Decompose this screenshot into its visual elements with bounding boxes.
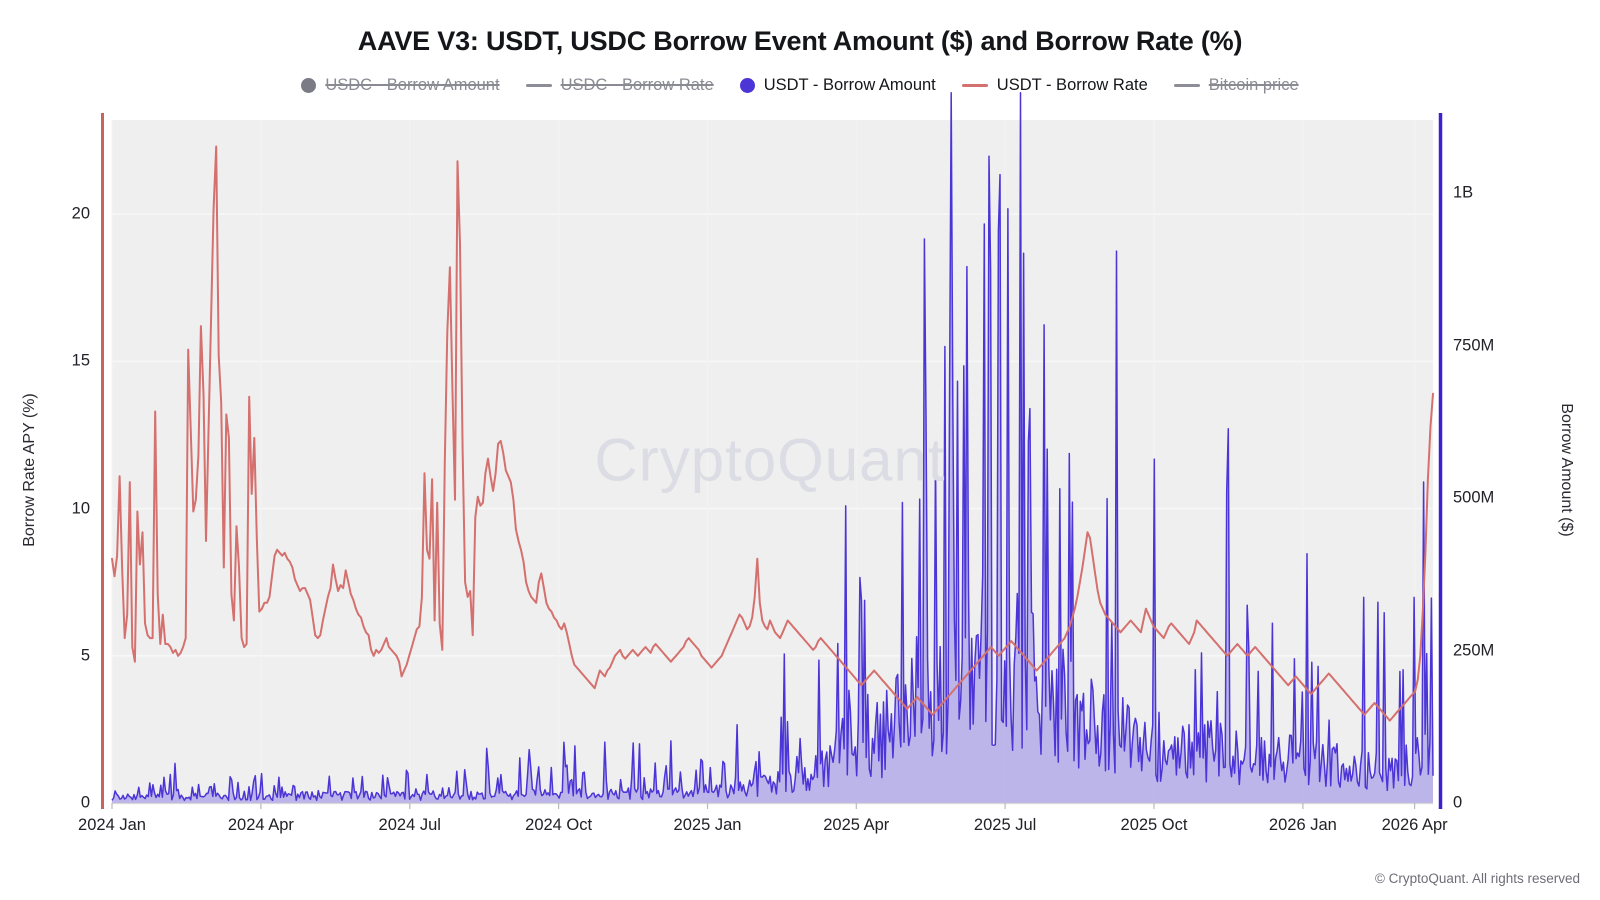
y-axis-right-tick-label: 250M bbox=[1453, 641, 1495, 660]
legend-item-label: USDT - Borrow Rate bbox=[996, 76, 1148, 94]
page-title: AAVE V3: USDT, USDC Borrow Event Amount … bbox=[357, 26, 1243, 56]
x-axis-tick-label: 2024 Jan bbox=[78, 816, 146, 834]
y-axis-left-title: Borrow Rate APY (%) bbox=[21, 393, 38, 547]
legend-line-icon bbox=[961, 84, 988, 87]
x-axis-tick-label: 2026 Apr bbox=[1381, 816, 1448, 834]
x-axis-tick-label: 2024 Oct bbox=[525, 816, 593, 834]
x-axis-tick-label: 2025 Jul bbox=[973, 816, 1037, 834]
y-axis-right-tick-label: 1B bbox=[1453, 183, 1474, 202]
y-axis-left-tick-label: 20 bbox=[71, 204, 90, 223]
y-axis-right-tick-label: 750M bbox=[1453, 336, 1495, 355]
y-axis-right-title: Borrow Amount ($) bbox=[1558, 403, 1575, 537]
copyright-footer: © CryptoQuant. All rights reserved bbox=[1374, 871, 1580, 886]
x-axis-tick-label: 2025 Apr bbox=[823, 816, 890, 834]
x-axis-tick-label: 2024 Jul bbox=[378, 816, 441, 834]
x-axis-tick-label: 2026 Jan bbox=[1268, 816, 1337, 834]
y-axis-left-tick-label: 10 bbox=[71, 499, 90, 518]
y-axis-left-tick-label: 5 bbox=[80, 646, 90, 665]
x-axis-tick-label: 2025 Jan bbox=[673, 816, 742, 834]
y-axis-right-tick-label: 500M bbox=[1453, 488, 1495, 507]
legend-item-1[interactable]: USDC - Borrow Rate bbox=[525, 76, 714, 95]
legend-line-icon bbox=[525, 84, 552, 87]
legend-item-label: USDC - Borrow Rate bbox=[560, 76, 714, 94]
chart-legend: USDC - Borrow Amount USDC - Borrow Rate US… bbox=[0, 76, 1600, 95]
legend-dot-icon bbox=[301, 78, 317, 93]
legend-item-4[interactable]: Bitcoin price bbox=[1173, 76, 1299, 95]
legend-item-2[interactable]: USDT - Borrow Amount bbox=[739, 76, 936, 95]
y-axis-right-tick-label: 0 bbox=[1453, 793, 1463, 812]
legend-item-label: USDC - Borrow Amount bbox=[325, 76, 500, 94]
legend-item-0[interactable]: USDC - Borrow Amount bbox=[301, 76, 500, 95]
legend-item-3[interactable]: USDT - Borrow Rate bbox=[961, 76, 1148, 95]
legend-line-icon bbox=[1173, 84, 1200, 87]
legend-item-label: Bitcoin price bbox=[1208, 76, 1299, 94]
y-axis-left-tick-label: 15 bbox=[71, 351, 90, 370]
series-usdt-borrow-rate-line bbox=[111, 145, 1434, 722]
x-axis-tick-label: 2025 Oct bbox=[1120, 816, 1188, 834]
series-usdt-borrow-amount-line bbox=[111, 91, 1434, 802]
x-axis-tick-label: 2024 Apr bbox=[227, 816, 294, 834]
legend-dot-icon bbox=[739, 78, 755, 93]
plot-background bbox=[112, 120, 1433, 803]
legend-item-label: USDT - Borrow Amount bbox=[763, 76, 936, 94]
y-axis-left-tick-label: 0 bbox=[80, 793, 90, 812]
